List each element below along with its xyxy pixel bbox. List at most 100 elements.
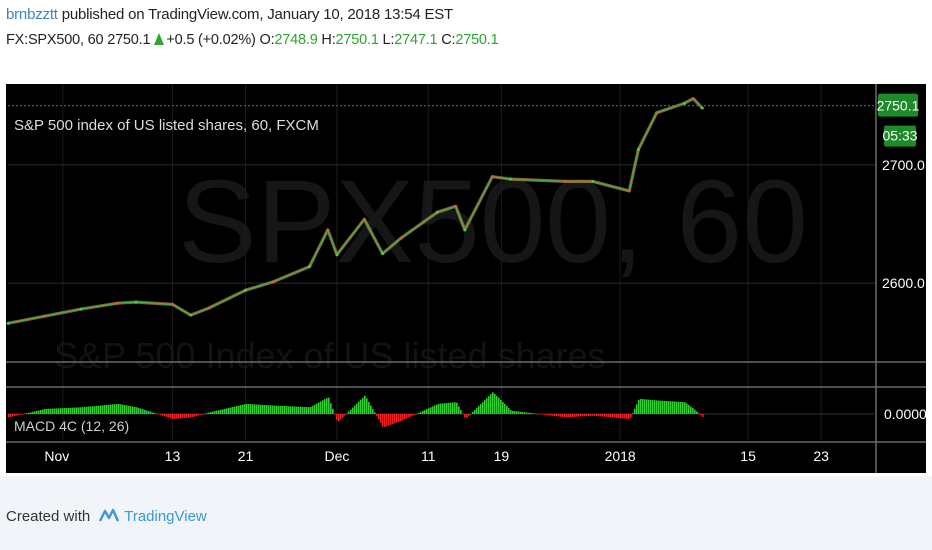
close-value: 2750.1 xyxy=(455,32,499,48)
macd-bar xyxy=(350,409,352,414)
macd-bar xyxy=(156,413,158,415)
macd-bar xyxy=(506,406,508,414)
macd-bar xyxy=(392,414,394,425)
macd-bar xyxy=(660,400,662,414)
macd-bar xyxy=(184,414,186,419)
macd-bar xyxy=(608,414,610,418)
macd-bar xyxy=(160,414,162,416)
macd-bar xyxy=(348,411,350,414)
macd-bar xyxy=(270,405,272,414)
macd-bar xyxy=(256,404,258,414)
macd-bar xyxy=(416,413,418,415)
author-link[interactable]: brnbzztt xyxy=(6,6,58,23)
macd-bar xyxy=(418,412,420,414)
macd-bar xyxy=(242,404,244,414)
symbol-label: FX:SPX500, 60 xyxy=(6,32,104,48)
macd-bar xyxy=(40,409,42,414)
price-point xyxy=(463,228,467,232)
macd-bar xyxy=(382,414,384,427)
macd-bar xyxy=(434,405,436,414)
macd-bar xyxy=(484,400,486,414)
macd-bar xyxy=(34,411,36,414)
macd-bar xyxy=(144,409,146,414)
macd-bar xyxy=(222,409,224,414)
macd-bar xyxy=(268,405,270,414)
macd-bar xyxy=(346,413,348,414)
macd-bar xyxy=(680,401,682,414)
published-text: published on TradingView.com, January 10… xyxy=(61,6,454,23)
macd-bar xyxy=(218,410,220,414)
macd-bar xyxy=(628,414,630,419)
chart-svg[interactable]: SPX500, 60S&P 500 Index of US listed sha… xyxy=(0,0,932,476)
macd-bar xyxy=(354,405,356,414)
macd-bar xyxy=(104,405,106,414)
macd-bar xyxy=(452,402,454,414)
macd-bar xyxy=(140,408,142,414)
macd-bar xyxy=(460,410,462,414)
macd-bar xyxy=(296,406,298,414)
macd-bar xyxy=(48,408,50,414)
macd-bar xyxy=(298,406,300,414)
macd-bar xyxy=(306,407,308,414)
macd-bar xyxy=(80,407,82,414)
macd-bar xyxy=(466,414,468,418)
x-tick-label: 21 xyxy=(238,448,254,464)
macd-bar xyxy=(164,414,166,417)
macd-bar xyxy=(84,406,86,414)
macd-bar xyxy=(672,401,674,414)
close-label: C: xyxy=(441,32,456,48)
macd-bar xyxy=(556,414,558,417)
watermark-description: S&P 500 Index of US listed shares xyxy=(54,335,606,376)
macd-bar xyxy=(68,407,70,414)
price-point xyxy=(43,314,46,318)
macd-bar xyxy=(342,414,344,418)
macd-bar xyxy=(522,412,524,414)
macd-bar xyxy=(292,406,294,414)
macd-bar xyxy=(662,400,664,414)
macd-bar xyxy=(238,405,240,414)
macd-bar xyxy=(648,399,650,414)
price-point xyxy=(362,217,366,221)
price-point xyxy=(326,228,330,232)
macd-bar xyxy=(148,411,150,414)
macd-bar xyxy=(18,414,20,416)
macd-bar xyxy=(380,414,382,423)
macd-bar xyxy=(262,404,264,414)
macd-bar xyxy=(658,400,660,414)
macd-bar xyxy=(670,401,672,414)
macd-bar xyxy=(442,403,444,414)
macd-bar xyxy=(356,403,358,414)
macd-bar xyxy=(288,406,290,414)
tradingview-brand-link[interactable]: TradingView xyxy=(124,508,207,525)
macd-bar xyxy=(310,406,312,414)
open-label: O: xyxy=(259,32,275,48)
macd-bar xyxy=(196,414,198,416)
footer: Created with TradingView xyxy=(6,505,207,531)
macd-bar xyxy=(384,414,386,428)
macd-bar xyxy=(12,414,14,417)
price-point xyxy=(189,313,193,317)
tradingview-logo-icon[interactable] xyxy=(98,505,120,531)
macd-bar xyxy=(114,404,116,414)
macd-bar xyxy=(194,414,196,417)
macd-bar xyxy=(638,399,640,414)
macd-bar xyxy=(644,399,646,414)
macd-bar xyxy=(444,403,446,414)
macd-bar xyxy=(98,405,100,414)
macd-bar xyxy=(180,414,182,419)
macd-bar xyxy=(336,414,338,420)
macd-bar xyxy=(450,402,452,414)
macd-bar xyxy=(216,410,218,414)
macd-bar xyxy=(502,401,504,414)
macd-bar xyxy=(162,414,164,416)
macd-bar xyxy=(366,398,368,414)
macd-bar xyxy=(516,411,518,414)
macd-bar xyxy=(276,405,278,414)
macd-bar xyxy=(206,413,208,414)
macd-bar xyxy=(454,402,456,414)
macd-bar xyxy=(272,405,274,414)
macd-bar xyxy=(50,408,52,414)
macd-bar xyxy=(100,405,102,414)
macd-bar xyxy=(232,406,234,414)
macd-bar xyxy=(634,408,636,414)
